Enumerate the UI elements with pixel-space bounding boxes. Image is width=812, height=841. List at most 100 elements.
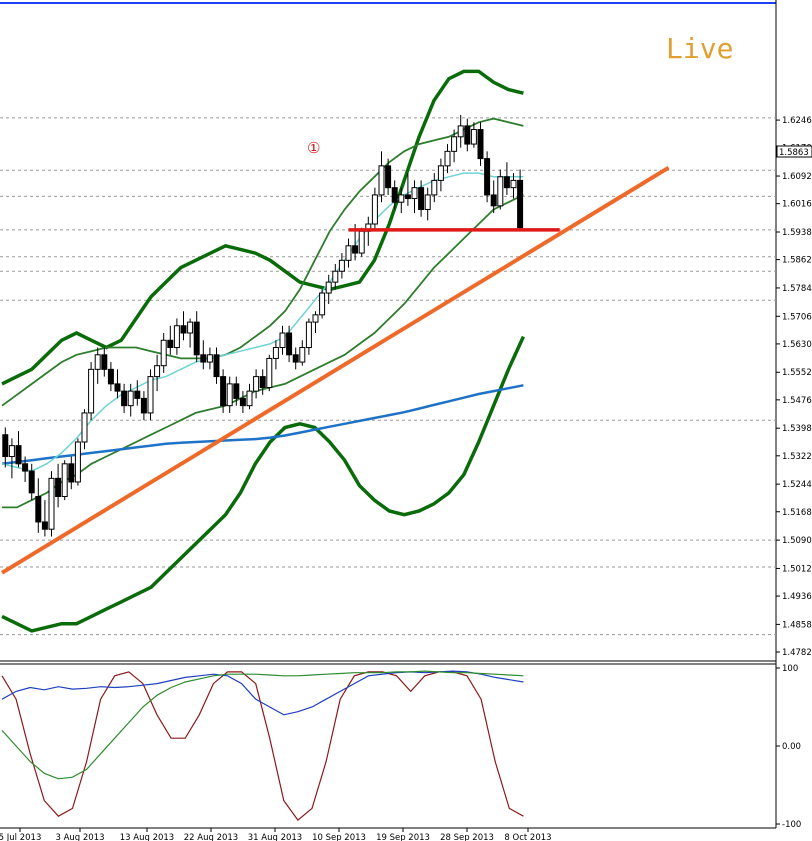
candle-body [134,390,141,399]
slow-moving-average [1,384,524,466]
candle-body [470,129,477,145]
candle-body [15,445,22,465]
time-tick-label: 10 Sep 2013 [312,833,366,841]
current-price-label: 1.5863 [779,148,809,158]
time-tick-label: 31 Aug 2013 [248,833,302,841]
price-tick-label: 1.5630 [782,340,812,350]
candle-body [22,463,29,472]
candle-body [55,477,62,498]
candle-body [371,194,378,225]
candle-body [464,125,471,145]
candle-body [305,321,312,349]
price-tick-label: 1.6016 [782,200,812,210]
time-tick-label: 13 Aug 2013 [120,833,174,841]
rising-trendline [0,165,670,575]
candle-body [490,194,497,207]
outer-lower-band [1,335,525,633]
candle-body [173,325,180,349]
candle-body [101,354,108,370]
price-tick-label: 1.5552 [782,368,812,378]
price-tick-label: 1.5012 [782,564,812,574]
candle-body [444,150,451,167]
candle-body [154,365,161,378]
candle-body [193,321,200,356]
candle-body [35,496,42,523]
time-tick-label: 5 Jul 2013 [0,833,41,841]
candle-body [147,376,154,414]
candle-body [94,354,101,370]
price-tick-label: 1.5244 [782,480,812,490]
candle-body [385,165,392,189]
candle-body [41,521,48,530]
price-tick-label: 1.5476 [782,396,812,406]
candle-body [127,390,134,407]
candle-body [325,281,332,294]
candle-body [286,332,293,356]
candle-body [424,194,431,210]
candle-body [358,230,365,254]
candlesticks [2,115,524,537]
candle-body [398,194,405,203]
inner-upper-band [1,117,524,407]
candle-body [503,176,510,189]
candle-body [88,368,95,414]
price-tick-label: 1.5398 [782,424,812,434]
candle-body [233,383,240,399]
candle-body [226,383,233,407]
candle-body [48,477,55,530]
candle-body [187,321,194,334]
time-tick-label: 3 Aug 2013 [55,833,104,841]
candle-body [299,347,306,363]
candle-body [121,390,128,407]
candle-body [272,347,279,359]
candle-body [220,376,227,407]
candle-body [259,376,266,389]
candle-body [352,245,359,254]
candle-body [200,354,207,363]
candle-body [8,445,15,458]
oscillator-tick-label: 100 [782,664,798,674]
price-tick-label: 1.5090 [782,536,812,546]
time-tick-label: 28 Sep 2013 [440,833,494,841]
price-tick-label: 1.5168 [782,508,812,518]
candle-body [266,357,273,388]
current-price-box [776,145,812,158]
candle-body [2,434,9,458]
candle-body [68,463,75,483]
marker-label: ① [307,139,320,157]
candle-body [167,339,174,349]
candle-body [107,368,114,385]
candle-body [477,129,484,160]
outer-upper-band [1,69,524,386]
candle-body [180,325,187,334]
candle-body [332,270,339,283]
candle-body [497,176,504,207]
candle-body [213,354,220,378]
candle-body [239,397,246,407]
price-tick-label: 1.4936 [782,592,812,602]
fast-moving-average [1,172,524,472]
price-tick-label: 1.5938 [782,228,812,238]
candle-body [411,187,418,200]
candle-body [319,292,326,316]
candle-body [517,179,524,229]
time-tick-label: 19 Sep 2013 [376,833,430,841]
candle-body [114,383,121,392]
candle-body [81,412,88,443]
candle-body [378,165,385,196]
candle-body [457,125,464,138]
candle-body [418,187,425,210]
candle-body [404,194,411,200]
price-tick-label: 1.6092 [782,172,812,182]
price-tick-label: 1.5706 [782,312,812,322]
candle-body [206,354,213,363]
candle-body [279,332,286,349]
oscillator-tick-label: 0.00 [782,742,801,752]
candle-body [312,314,319,323]
candle-body [74,441,81,483]
oscillator-line [1,670,524,780]
candle-body [510,179,517,189]
